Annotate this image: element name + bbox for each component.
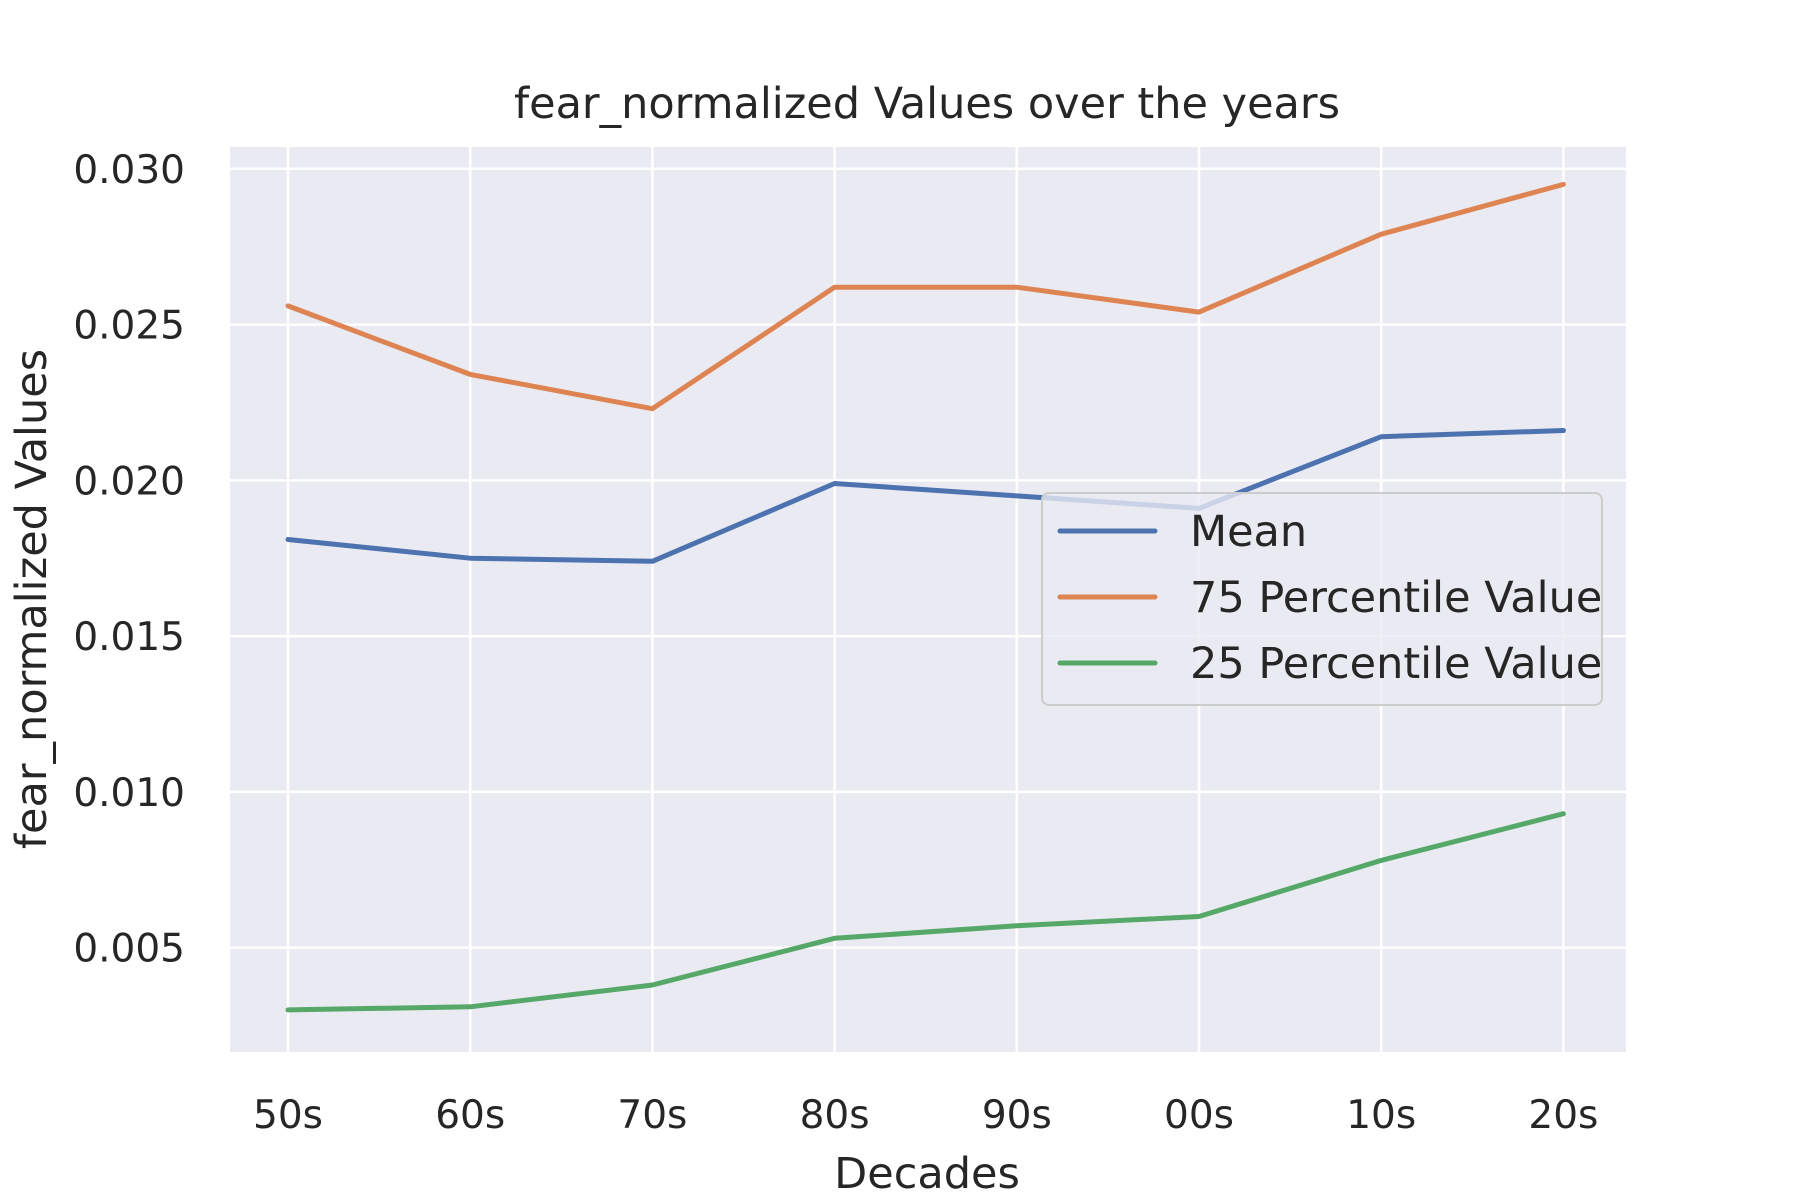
legend-label-2: 25 Percentile Value (1190, 639, 1602, 689)
series-line-1 (285, 181, 1566, 412)
legend-label-0: Mean (1190, 507, 1307, 557)
chart-title: fear_normalized Values over the years (514, 79, 1340, 129)
y-gridlines (230, 167, 1626, 949)
series-lines (285, 181, 1566, 1013)
legend: Mean 75 Percentile Value 25 Percentile Val… (1041, 492, 1603, 706)
y-tick-label: 0.020 (73, 459, 185, 504)
y-tick-label: 0.010 (73, 771, 185, 816)
x-axis-label: Decades (834, 1149, 1020, 1199)
legend-label-1: 75 Percentile Value (1190, 573, 1602, 623)
x-tick-label: 00s (1164, 1093, 1234, 1138)
legend-box (1041, 492, 1603, 706)
y-tick-label: 0.025 (73, 304, 185, 349)
x-tick-label: 60s (435, 1093, 505, 1138)
x-tick-label: 50s (253, 1093, 323, 1138)
x-tick-label: 10s (1346, 1093, 1416, 1138)
x-tick-label: 80s (800, 1093, 870, 1138)
y-axis-label: fear_normalized Values (7, 349, 57, 849)
x-tick-label: 20s (1528, 1093, 1598, 1138)
y-tick-label: 0.005 (73, 927, 185, 972)
series-line-0 (285, 428, 1566, 564)
x-tick-label: 90s (982, 1093, 1052, 1138)
y-tick-labels: 0.005 0.010 0.015 0.020 0.025 0.030 (73, 148, 185, 972)
series-line-2 (285, 811, 1566, 1013)
y-tick-label: 0.030 (73, 148, 185, 193)
y-tick-label: 0.015 (73, 615, 185, 660)
x-tick-labels: 50s 60s 70s 80s 90s 00s 10s 20s (253, 1093, 1598, 1138)
x-tick-label: 70s (617, 1093, 687, 1138)
